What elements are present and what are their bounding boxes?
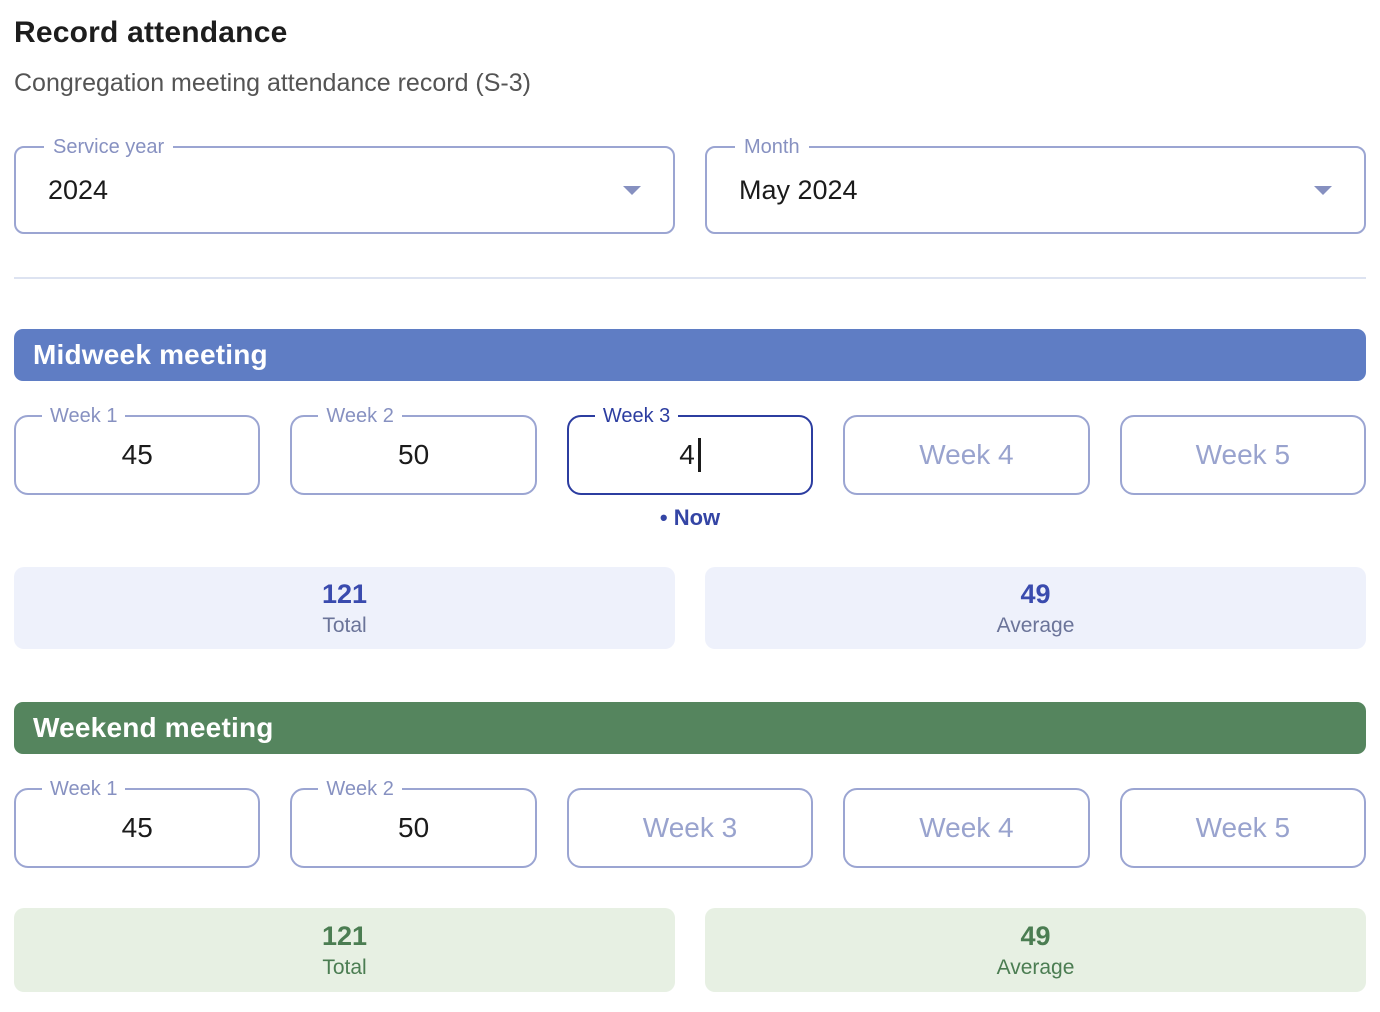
midweek-week5-input[interactable]: Week 5 (1119, 415, 1367, 495)
weekend-summary-row: 121 Total 49 Average (14, 904, 1366, 992)
weekend-week2-input[interactable]: Week 2 50 (290, 778, 537, 868)
page-title: Record attendance (14, 16, 288, 49)
weekend-week2-label: Week 2 (318, 778, 402, 800)
weekend-week5-input[interactable]: Week 5 (1119, 788, 1367, 868)
midweek-weeks-row: Week 1 45 Week 2 50 Week 3 4 Week 4 Week… (14, 405, 1367, 495)
service-year-label: Service year (44, 136, 174, 158)
weekend-average-label: Average (996, 955, 1075, 979)
now-helper-text: • Now (659, 505, 721, 530)
midweek-week1-label: Week 1 (42, 405, 126, 427)
weekend-average-value: 49 (1020, 920, 1051, 951)
chevron-down-icon (1314, 186, 1332, 195)
weekend-week5-placeholder: Week 5 (1195, 812, 1291, 843)
midweek-helper-row: • Now (14, 505, 1366, 531)
month-select[interactable]: Month May 2024 (705, 136, 1366, 234)
chevron-down-icon (623, 186, 641, 195)
midweek-week2-input[interactable]: Week 2 50 (290, 405, 537, 495)
weekend-week1-label: Week 1 (42, 778, 126, 800)
midweek-week1-value: 45 (121, 439, 153, 470)
weekend-weeks-row: Week 1 45 Week 2 50 Week 3 Week 4 Week 5 (14, 778, 1367, 868)
weekend-total-box: 121 Total (14, 908, 675, 992)
midweek-week3-value: 4 (679, 439, 695, 470)
midweek-section-title: Midweek meeting (33, 339, 268, 370)
midweek-average-label: Average (996, 613, 1075, 637)
midweek-total-box: 121 Total (14, 567, 675, 649)
service-year-value: 2024 (48, 174, 109, 205)
month-value: May 2024 (739, 174, 858, 205)
service-year-select[interactable]: Service year 2024 (14, 136, 675, 234)
weekend-week4-input[interactable]: Week 4 (843, 788, 1090, 868)
midweek-average-value: 49 (1020, 578, 1051, 609)
midweek-week3-input[interactable]: Week 3 4 (566, 405, 814, 495)
weekend-section-header: Weekend meeting (14, 702, 1366, 754)
weekend-week2-value: 50 (398, 812, 430, 843)
weekend-week3-placeholder: Week 3 (642, 812, 738, 843)
weekend-section-title: Weekend meeting (33, 712, 274, 743)
text-cursor (697, 438, 701, 472)
weekend-week1-value: 45 (121, 812, 153, 843)
month-label: Month (735, 136, 809, 158)
weekend-total-label: Total (322, 955, 367, 979)
midweek-week1-input[interactable]: Week 1 45 (14, 405, 261, 495)
weekend-average-box: 49 Average (705, 908, 1366, 992)
divider (14, 277, 1366, 279)
midweek-summary-row: 121 Total 49 Average (14, 567, 1366, 649)
midweek-week2-label: Week 2 (318, 405, 402, 427)
midweek-average-box: 49 Average (705, 567, 1366, 649)
page-subtitle: Congregation meeting attendance record (… (14, 69, 531, 97)
weekend-week4-placeholder: Week 4 (919, 812, 1014, 843)
midweek-week4-placeholder: Week 4 (919, 439, 1014, 470)
midweek-week2-value: 50 (398, 439, 430, 470)
weekend-total-value: 121 (321, 920, 368, 951)
weekend-week1-input[interactable]: Week 1 45 (14, 778, 261, 868)
midweek-total-label: Total (322, 613, 367, 637)
midweek-section-header: Midweek meeting (14, 329, 1366, 381)
midweek-week3-label: Week 3 (594, 405, 679, 427)
filters-row: Service year 2024 Month May 2024 (14, 136, 1366, 234)
midweek-week4-input[interactable]: Week 4 (843, 415, 1090, 495)
midweek-week5-placeholder: Week 5 (1195, 439, 1291, 470)
midweek-total-value: 121 (321, 578, 368, 609)
weekend-week3-input[interactable]: Week 3 (566, 788, 814, 868)
